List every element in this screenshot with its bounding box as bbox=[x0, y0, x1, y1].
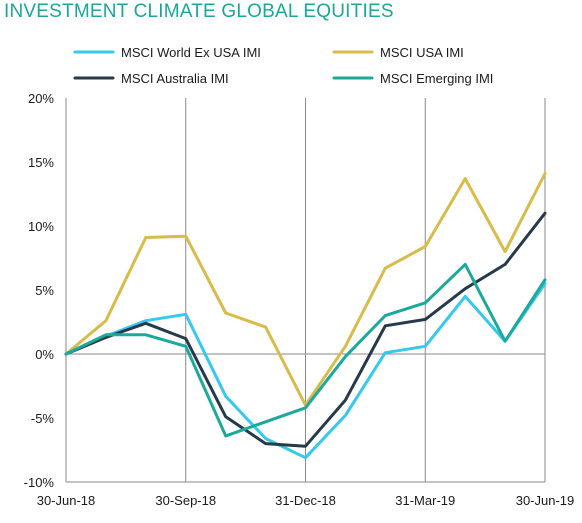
series-line bbox=[64, 262, 547, 438]
x-tick-label: 31-Mar-19 bbox=[395, 493, 455, 508]
legend-label: MSCI Emerging IMI bbox=[380, 71, 493, 86]
x-tick-label: 30-Jun-19 bbox=[516, 493, 575, 508]
legend-label: MSCI World Ex USA IMI bbox=[121, 45, 261, 60]
x-tick-label: 30-Sep-18 bbox=[155, 493, 216, 508]
y-tick-label: 0% bbox=[35, 347, 54, 362]
y-tick-label: 15% bbox=[28, 155, 54, 170]
legend-label: MSCI Australia IMI bbox=[121, 71, 229, 86]
legend-label: MSCI USA IMI bbox=[380, 45, 464, 60]
y-tick-label: 5% bbox=[35, 283, 54, 298]
chart-title: INVESTMENT CLIMATE GLOBAL EQUITIES bbox=[4, 1, 394, 22]
y-tick-label: 20% bbox=[28, 91, 54, 106]
series-line bbox=[64, 211, 547, 448]
y-tick-label: -10% bbox=[24, 475, 55, 490]
series-line bbox=[64, 172, 547, 407]
y-tick-label: -5% bbox=[31, 411, 55, 426]
y-tick-label: 10% bbox=[28, 219, 54, 234]
x-tick-label: 30-Jun-18 bbox=[37, 493, 96, 508]
x-tick-label: 31-Dec-18 bbox=[275, 493, 336, 508]
series-line bbox=[64, 282, 547, 460]
